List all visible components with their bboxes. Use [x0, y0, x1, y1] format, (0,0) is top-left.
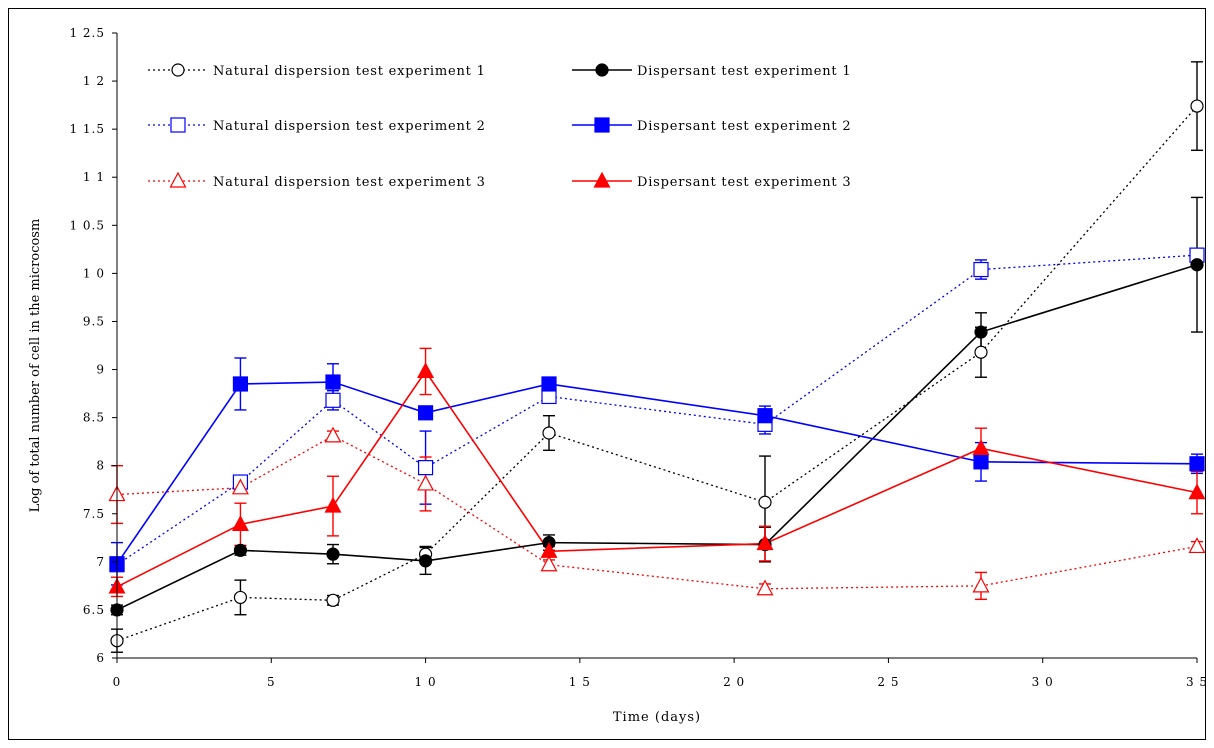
series-3-point: [231, 478, 249, 495]
series-4-point: [233, 543, 248, 557]
x-tick-label: 3 5: [1186, 675, 1208, 689]
legend-label: Dispersant test experiment 1: [637, 64, 851, 79]
series-2-point: [325, 392, 341, 408]
series-5-point: [232, 376, 249, 392]
series-1-point: [542, 426, 556, 440]
series-5-point: [541, 376, 557, 392]
series-6-point: [540, 541, 558, 558]
series-4-point: [974, 325, 988, 339]
series-6-point: [417, 362, 435, 379]
legend-marker: [170, 117, 186, 133]
series-markers: [108, 99, 1206, 648]
x-tick-label: 2 5: [877, 675, 899, 689]
series-1-point: [1190, 99, 1204, 113]
legend-marker: [593, 171, 611, 188]
legend-item: Dispersant test experiment 3: [572, 171, 851, 190]
x-tick-label: 1 5: [569, 675, 591, 689]
error-bars: [111, 61, 1203, 653]
y-tick-label: 1 0.5: [69, 218, 105, 232]
y-tick-label: 1 2.5: [69, 26, 105, 40]
series-6-point: [756, 534, 774, 551]
y-tick-label: 6.5: [83, 603, 105, 617]
series-2-point: [417, 460, 434, 476]
legend-item: Natural dispersion test experiment 3: [148, 171, 486, 190]
series-4-point: [418, 554, 433, 568]
series-2-point: [541, 388, 557, 405]
series-5-line: [116, 381, 1198, 565]
series-3-point: [417, 474, 435, 491]
series-1-point: [326, 593, 340, 607]
series-6-line: [116, 370, 1198, 588]
x-tick-label: 3 0: [1032, 675, 1054, 689]
y-tick-label: 1 0: [83, 266, 105, 280]
legend-item: Natural dispersion test experiment 1: [148, 63, 486, 79]
y-tick-label: 1 1: [83, 170, 105, 184]
axes: [112, 32, 1198, 663]
legend-marker: [169, 171, 187, 188]
series-6-point: [231, 515, 249, 531]
y-tick-label: 8.5: [83, 411, 105, 425]
legend-item: Dispersant test experiment 2: [572, 117, 851, 134]
series-1-point: [974, 345, 988, 359]
series-5-point: [973, 454, 989, 470]
legend-label: Natural dispersion test experiment 1: [213, 64, 486, 79]
x-tick-label: 5: [267, 675, 276, 689]
series-3-point: [756, 579, 774, 596]
series-5-point: [325, 374, 341, 390]
series-6-point: [972, 439, 990, 455]
x-tick-label: 1 0: [415, 675, 437, 689]
series-4-line: [116, 263, 1198, 611]
legend-label: Dispersant test experiment 2: [637, 119, 851, 134]
series-1-line: [116, 105, 1198, 642]
series-3-point: [540, 555, 558, 572]
legend-label: Natural dispersion test experiment 3: [213, 175, 486, 190]
y-tick-label: 1 1.5: [69, 122, 105, 136]
series-5-point: [1189, 456, 1205, 472]
series-3-point: [972, 576, 990, 593]
legend-label: Natural dispersion test experiment 2: [213, 119, 486, 134]
series-lines: [116, 105, 1198, 642]
y-axis-label: Log of total number of cell in the micro…: [28, 219, 43, 513]
series-3-point: [1188, 537, 1206, 554]
legend-item: Natural dispersion test experiment 2: [148, 117, 486, 134]
legend: Natural dispersion test experiment 1 Disp…: [148, 63, 851, 190]
legend-marker: [171, 63, 185, 77]
series-2-point: [973, 261, 989, 278]
legend-marker: [594, 117, 610, 133]
series-5-point: [757, 408, 773, 424]
x-axis-label: Time (days): [613, 710, 701, 725]
y-tick-label: 7.5: [83, 507, 105, 521]
series-3-line: [116, 435, 1198, 590]
x-tick-label: 2 0: [723, 675, 745, 689]
legend-label: Dispersant test experiment 3: [637, 175, 851, 190]
series-6-point: [1188, 483, 1206, 500]
series-1-point: [233, 590, 248, 605]
y-tick-label: 1 2: [83, 74, 105, 88]
legend-marker: [595, 63, 609, 77]
series-4-point: [326, 547, 340, 561]
series-3-point: [324, 426, 342, 443]
series-4-point: [1190, 258, 1204, 272]
series-5-point: [417, 405, 434, 421]
series-1-point: [758, 495, 772, 509]
y-tick-label: 6: [96, 651, 105, 665]
x-tick-label: 0: [113, 675, 122, 689]
legend-item: Dispersant test experiment 1: [572, 63, 851, 79]
y-tick-label: 9: [96, 363, 105, 377]
series-2-line: [116, 254, 1198, 566]
series-6-point: [324, 496, 342, 513]
tick-labels: 6 6.5 7 7.5 8 8.5 9 9.5 1 0 1 0.5 1 1 1 1.5 1 2 1 2.5…: [69, 26, 1208, 689]
y-tick-label: 7: [96, 555, 105, 569]
y-tick-label: 9.5: [83, 314, 105, 328]
y-tick-label: 8: [96, 459, 105, 473]
